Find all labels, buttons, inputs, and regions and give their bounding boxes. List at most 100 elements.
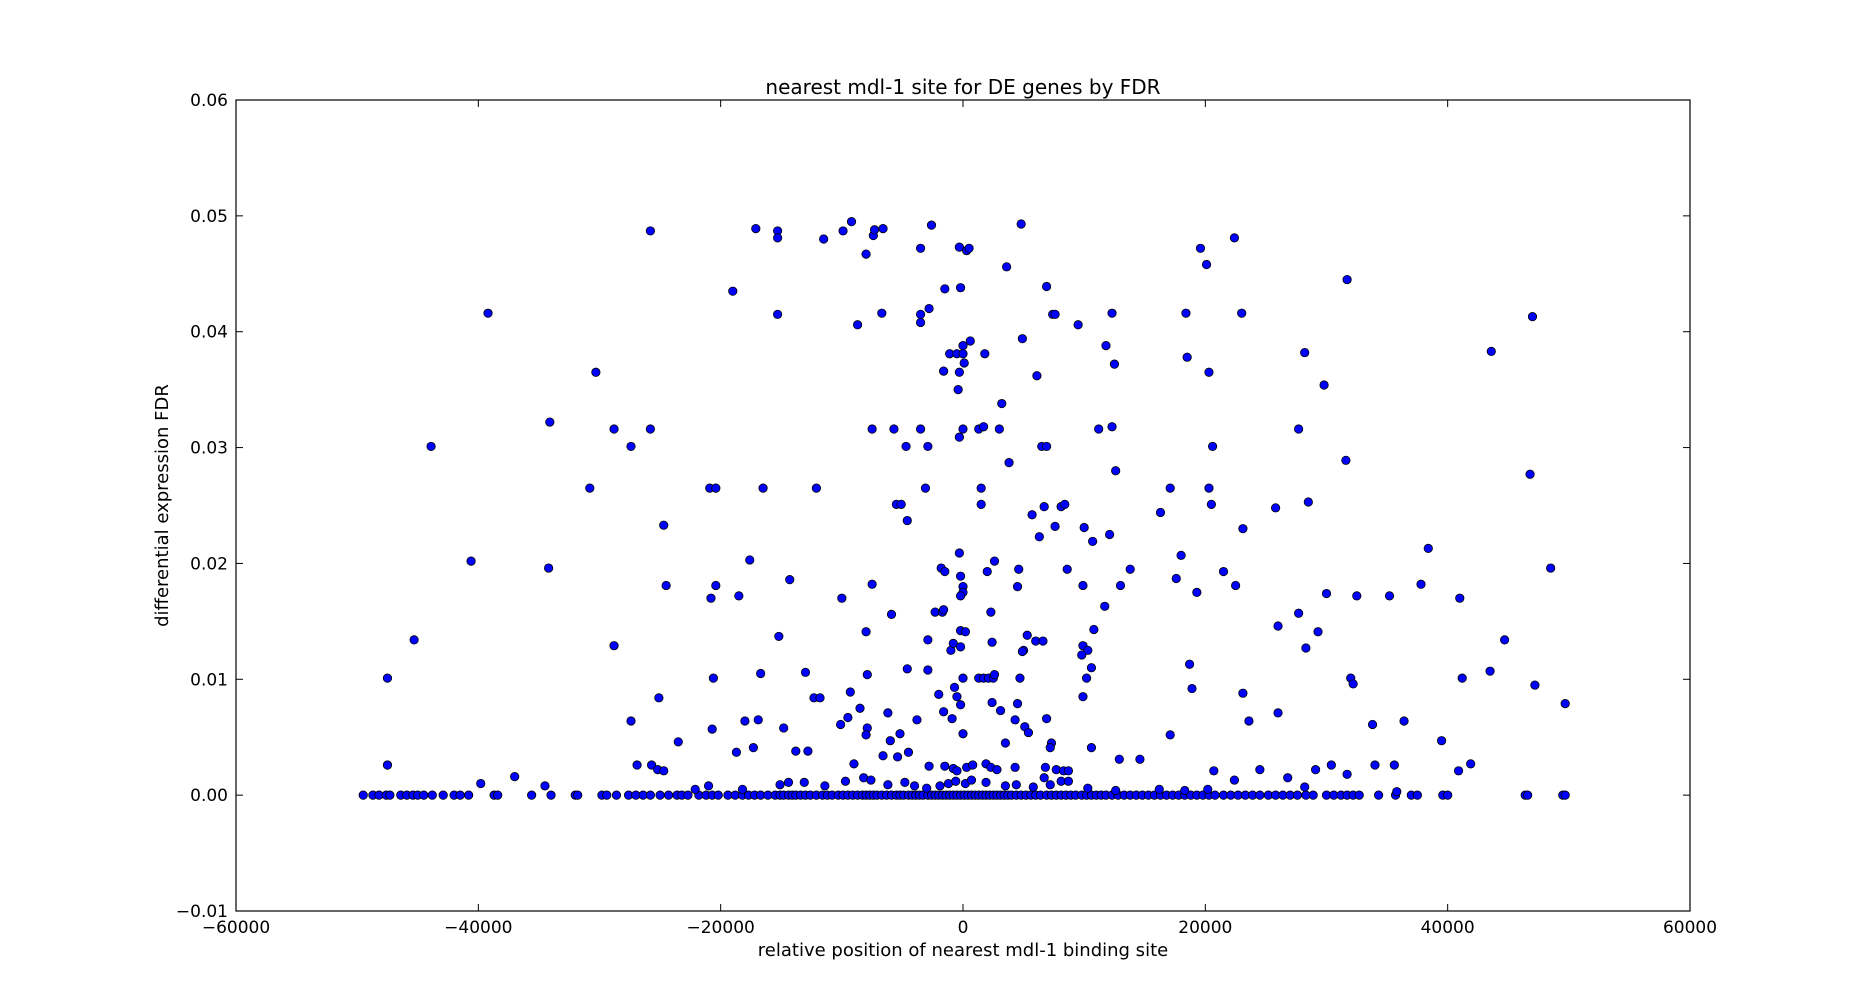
data-point [861, 627, 871, 637]
data-point [1079, 522, 1089, 533]
chart-title: nearest mdl-1 site for DE genes by FDR [765, 75, 1160, 99]
data-point [540, 781, 550, 791]
data-point [986, 607, 996, 617]
data-point [1367, 719, 1378, 730]
data-point [923, 635, 933, 645]
data-point [1078, 692, 1088, 702]
data-point [1042, 441, 1052, 452]
data-point [1078, 580, 1088, 591]
data-point [958, 349, 968, 359]
data-point [573, 790, 583, 800]
data-point [728, 286, 738, 296]
data-point [1218, 566, 1229, 577]
data-point [731, 747, 742, 757]
data-point [885, 736, 895, 746]
plot-area [235, 99, 1691, 912]
data-point [981, 777, 991, 787]
data-point [1273, 621, 1283, 631]
data-point [609, 424, 619, 434]
data-point [1004, 458, 1014, 468]
data-point [1319, 380, 1329, 390]
data-point [1045, 743, 1055, 753]
data-point [703, 781, 714, 791]
data-point [939, 707, 949, 717]
data-point [1392, 787, 1402, 797]
data-point [976, 483, 986, 493]
data-point [1135, 754, 1145, 764]
data-point [466, 556, 476, 566]
y-tick-label: 0.03 [190, 439, 228, 459]
y-tick-label: 0.05 [190, 207, 228, 227]
data-point [1176, 550, 1186, 560]
data-point [1125, 564, 1135, 574]
data-point [903, 747, 914, 757]
data-point [1310, 765, 1321, 775]
data-point [779, 723, 789, 733]
data-point [1154, 784, 1164, 794]
data-point [958, 729, 968, 739]
data-point [1015, 673, 1025, 683]
data-point [745, 555, 755, 565]
data-point [1050, 309, 1060, 319]
data-point [711, 580, 721, 591]
data-point [1303, 497, 1313, 507]
data-point [1011, 780, 1021, 790]
data-point [1165, 730, 1175, 740]
data-point [1457, 673, 1467, 683]
data-point [711, 483, 721, 493]
data-point [1038, 636, 1048, 646]
data-point [1321, 588, 1332, 599]
data-point [959, 358, 969, 368]
data-point [611, 790, 622, 800]
x-axis-title: relative position of nearest mdl-1 bindi… [758, 940, 1168, 961]
data-point [840, 776, 851, 786]
data-point [1187, 683, 1197, 694]
data-point [1208, 441, 1218, 452]
data-point [1039, 502, 1049, 512]
data-point [493, 790, 503, 800]
data-point [1546, 563, 1556, 573]
data-point [1255, 765, 1265, 775]
y-tick-label: 0.06 [190, 91, 228, 111]
data-point [409, 635, 419, 645]
data-point [1032, 371, 1042, 381]
data-point [1443, 790, 1453, 800]
data-point [773, 233, 783, 243]
data-point [707, 724, 717, 734]
data-point [1180, 785, 1190, 796]
data-point [626, 441, 636, 452]
data-point [663, 790, 674, 800]
data-point [1523, 790, 1533, 800]
data-point [655, 790, 665, 800]
data-point [1342, 769, 1352, 779]
data-point [923, 441, 933, 452]
data-point [1204, 367, 1214, 377]
data-point [1062, 564, 1072, 574]
data-point [1294, 424, 1304, 434]
data-point [815, 693, 825, 703]
data-point [1101, 341, 1111, 351]
data-point [382, 760, 393, 770]
data-point [883, 780, 893, 790]
data-point [940, 284, 950, 294]
data-point [935, 781, 945, 791]
data-point [838, 226, 848, 236]
data-point [1083, 783, 1093, 793]
data-point [1155, 507, 1166, 518]
data-point [1437, 736, 1447, 746]
data-point [982, 566, 992, 577]
data-point [1115, 580, 1126, 591]
data-point [1017, 334, 1027, 344]
data-point [545, 417, 555, 427]
data-point [591, 367, 601, 377]
data-point [1039, 773, 1049, 783]
data-point [862, 670, 872, 680]
data-point [811, 483, 821, 493]
data-point [1384, 591, 1395, 601]
data-point [1040, 762, 1050, 772]
data-point [1083, 645, 1093, 655]
data-point [1455, 593, 1465, 603]
data-point [645, 424, 655, 434]
data-point [852, 320, 863, 330]
data-point [546, 790, 556, 800]
